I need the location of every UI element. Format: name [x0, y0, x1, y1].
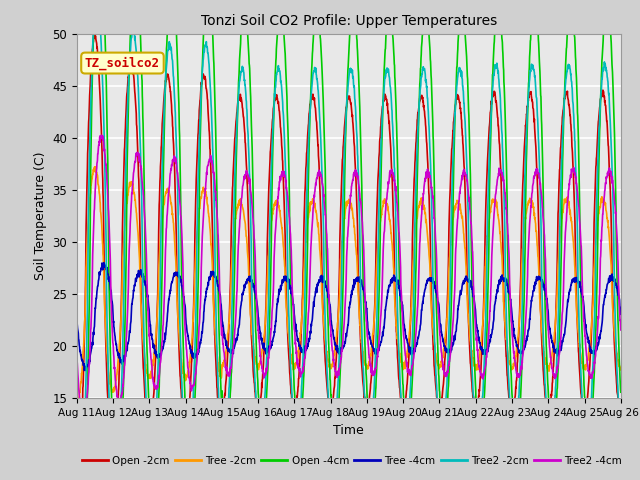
- Open -2cm: [73, 479, 81, 480]
- Tree2 -4cm: [584, 369, 592, 374]
- Tree2 -2cm: [570, 102, 577, 108]
- Tree2 -4cm: [98, 132, 106, 138]
- Tree -4cm: [81, 368, 89, 373]
- Open -2cm: [73, 477, 81, 480]
- Tree -4cm: [365, 329, 372, 335]
- Tree -4cm: [570, 276, 577, 282]
- Tree -2cm: [92, 164, 99, 170]
- Tree -4cm: [617, 312, 625, 317]
- Tree2 -2cm: [225, 385, 233, 391]
- Line: Tree -4cm: Tree -4cm: [77, 263, 621, 371]
- Open -4cm: [508, 372, 515, 377]
- Open -2cm: [365, 402, 372, 408]
- Open -4cm: [365, 417, 372, 423]
- Tree -2cm: [507, 365, 515, 371]
- Open -2cm: [91, 31, 99, 36]
- Tree2 -2cm: [617, 428, 625, 434]
- Line: Tree -2cm: Tree -2cm: [77, 167, 621, 407]
- Tree -2cm: [225, 320, 232, 326]
- Line: Tree2 -2cm: Tree2 -2cm: [77, 0, 621, 480]
- Open -4cm: [570, 12, 577, 18]
- Tree2 -2cm: [365, 432, 372, 438]
- Line: Tree2 -4cm: Tree2 -4cm: [77, 135, 621, 422]
- Tree -4cm: [73, 312, 81, 318]
- Open -2cm: [584, 384, 592, 390]
- Tree2 -4cm: [570, 168, 577, 174]
- Line: Open -2cm: Open -2cm: [77, 34, 621, 480]
- Open -4cm: [73, 467, 81, 473]
- Tree2 -4cm: [508, 318, 515, 324]
- Open -4cm: [225, 414, 233, 420]
- Tree2 -2cm: [508, 419, 515, 425]
- Tree -4cm: [225, 347, 233, 353]
- Tree2 -4cm: [225, 369, 233, 375]
- Tree2 -4cm: [365, 351, 372, 357]
- Open -4cm: [617, 389, 625, 395]
- Tree -4cm: [100, 260, 108, 265]
- Tree2 -4cm: [617, 327, 625, 333]
- Open -2cm: [617, 411, 625, 417]
- Tree -2cm: [617, 365, 625, 371]
- Open -4cm: [584, 435, 592, 441]
- Line: Open -4cm: Open -4cm: [77, 0, 621, 480]
- Tree -4cm: [584, 340, 592, 346]
- Open -4cm: [377, 191, 385, 196]
- Y-axis label: Soil Temperature (C): Soil Temperature (C): [34, 152, 47, 280]
- Open -2cm: [377, 124, 385, 130]
- Tree -2cm: [584, 356, 592, 361]
- Legend: Open -2cm, Tree -2cm, Open -4cm, Tree -4cm, Tree2 -2cm, Tree2 -4cm: Open -2cm, Tree -2cm, Open -4cm, Tree -4…: [78, 452, 626, 470]
- X-axis label: Time: Time: [333, 424, 364, 437]
- Tree2 -4cm: [73, 355, 81, 360]
- Tree2 -2cm: [584, 433, 592, 439]
- Open -2cm: [225, 324, 233, 329]
- Tree -4cm: [508, 303, 515, 309]
- Text: TZ_soilco2: TZ_soilco2: [85, 56, 160, 70]
- Tree -2cm: [365, 360, 372, 366]
- Tree -2cm: [569, 234, 577, 240]
- Tree2 -4cm: [377, 314, 385, 320]
- Tree -4cm: [377, 339, 385, 345]
- Open -2cm: [508, 409, 515, 415]
- Tree2 -2cm: [377, 152, 385, 157]
- Open -2cm: [570, 166, 577, 171]
- Tree -2cm: [376, 218, 384, 224]
- Tree -2cm: [73, 404, 81, 410]
- Tree2 -4cm: [79, 419, 86, 425]
- Title: Tonzi Soil CO2 Profile: Upper Temperatures: Tonzi Soil CO2 Profile: Upper Temperatur…: [201, 14, 497, 28]
